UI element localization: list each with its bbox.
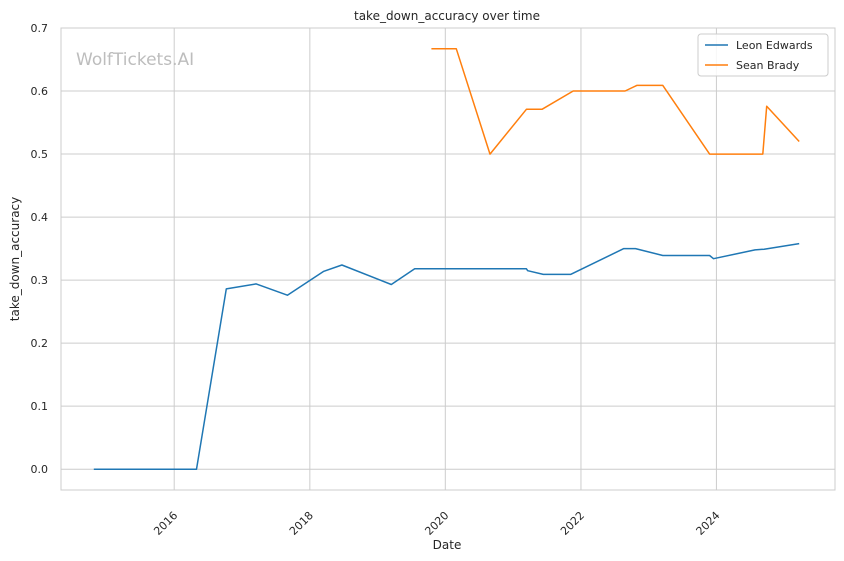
- y-tick-label: 0.7: [31, 22, 49, 35]
- x-tick-label: 2022: [558, 509, 587, 538]
- y-tick-label: 0.6: [31, 85, 49, 98]
- x-axis-label: Date: [433, 538, 462, 552]
- legend-label: Leon Edwards: [736, 39, 813, 52]
- series-line-sean-brady: [431, 48, 800, 155]
- legend: Leon Edwards Sean Brady: [697, 33, 829, 77]
- legend-box: [697, 33, 829, 77]
- x-tick-label: 2020: [422, 509, 451, 538]
- x-tick-label: 2016: [151, 509, 180, 538]
- y-axis-label: take_down_accuracy: [8, 197, 22, 321]
- watermark: WolfTickets.AI: [76, 50, 194, 70]
- chart-title: take_down_accuracy over time: [354, 9, 540, 23]
- series-line-leon-edwards: [93, 242, 800, 470]
- y-tick-label: 0.0: [31, 463, 49, 476]
- x-tick-label: 2024: [694, 509, 723, 538]
- legend-label: Sean Brady: [736, 59, 800, 72]
- y-tick-label: 0.5: [31, 148, 49, 161]
- y-tick-label: 0.1: [31, 400, 49, 413]
- y-tick-label: 0.3: [31, 274, 49, 287]
- y-tick-label: 0.4: [31, 211, 49, 224]
- plot-frame: [60, 27, 836, 491]
- series-lines: [93, 48, 800, 470]
- grid-lines: [61, 27, 835, 490]
- x-tick-label: 2018: [287, 509, 316, 538]
- y-tick-label: 0.2: [31, 337, 49, 350]
